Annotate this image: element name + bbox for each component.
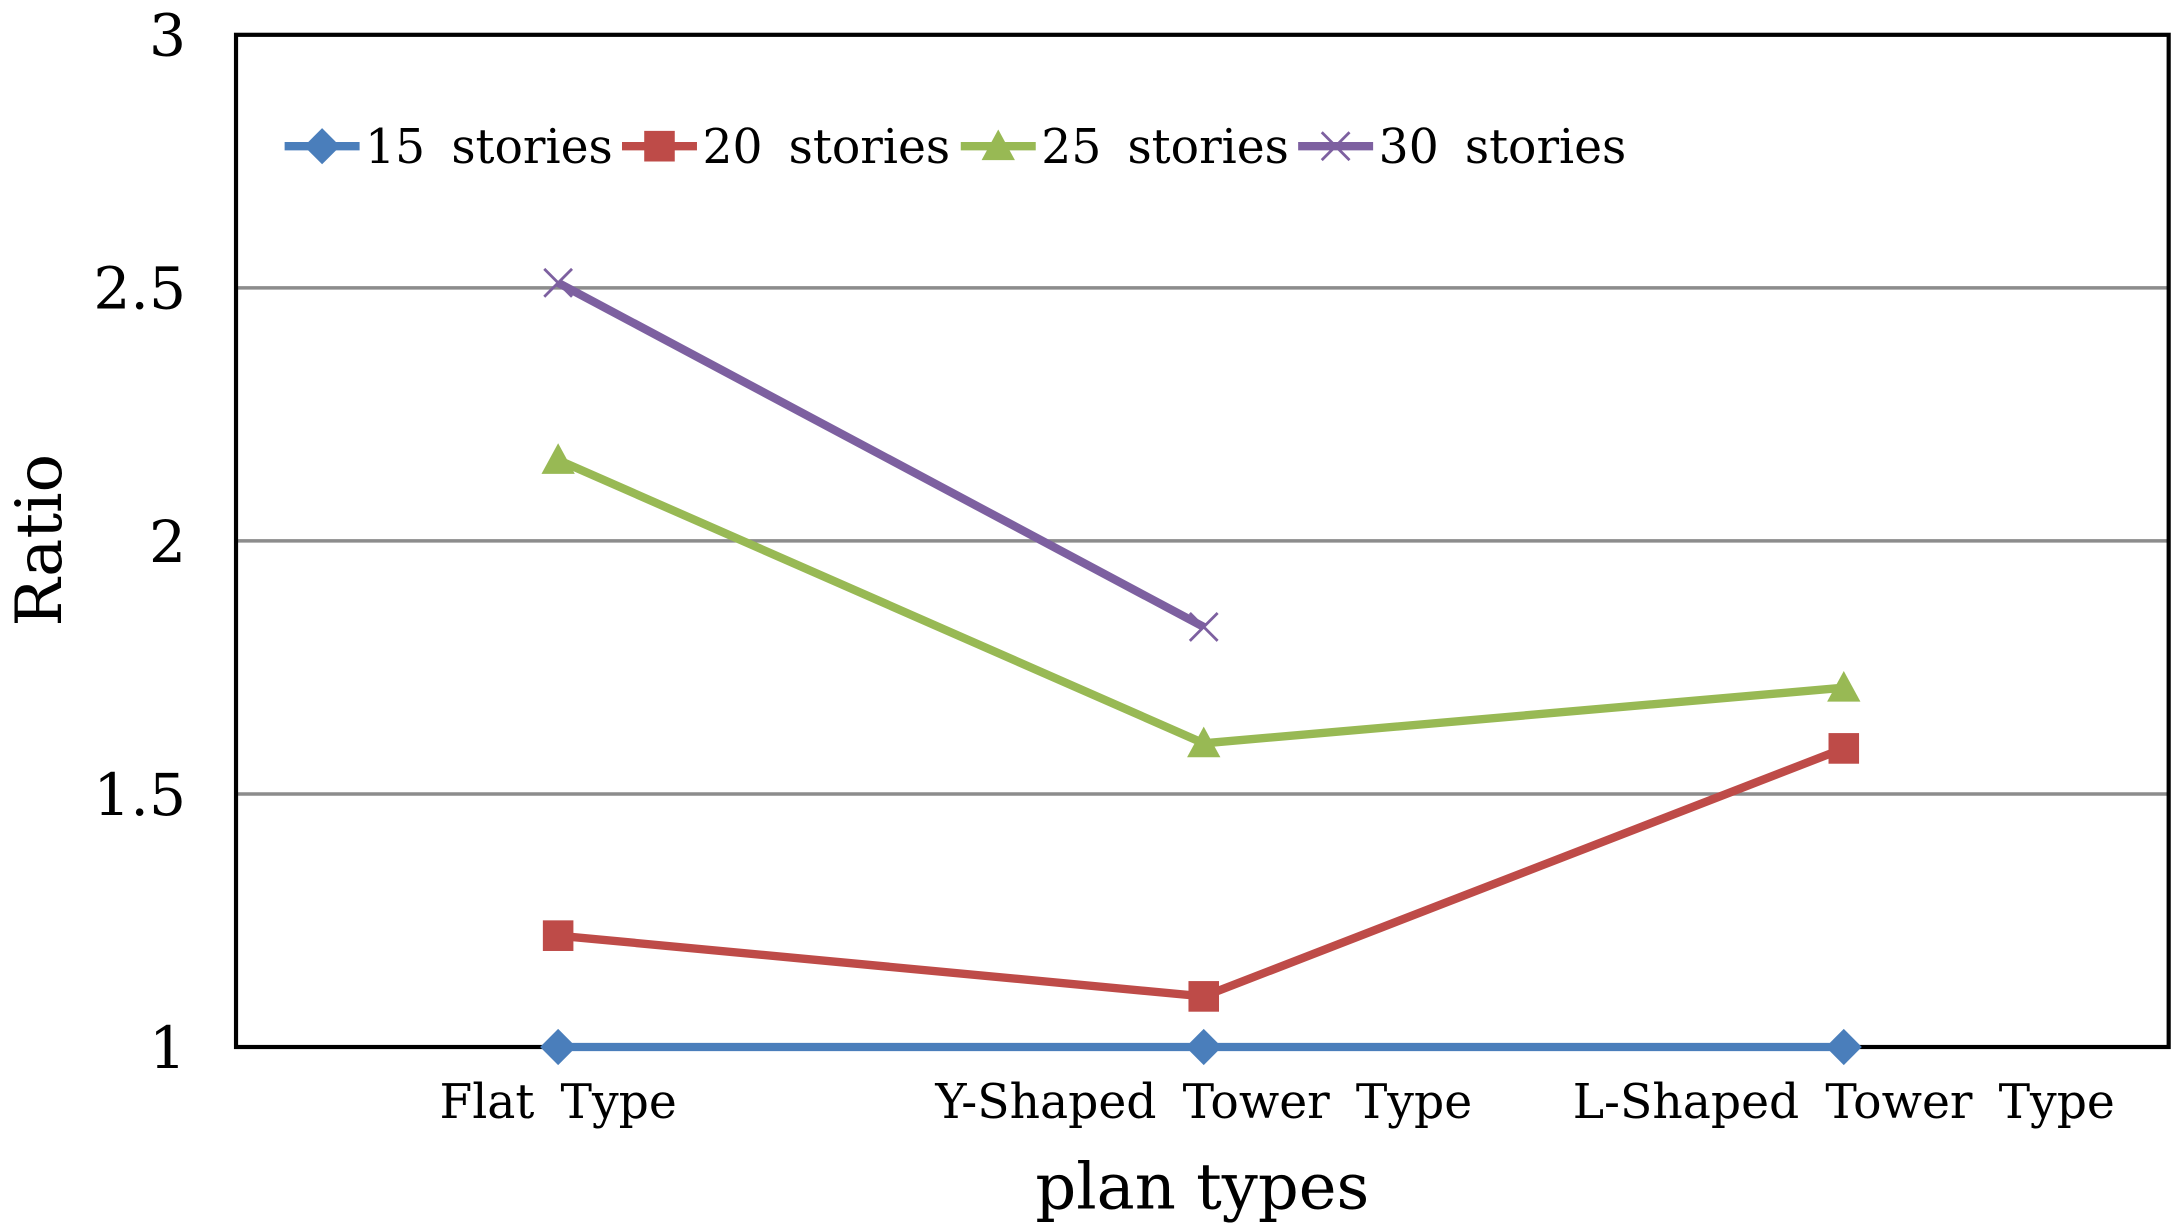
series-15-stories: [540, 1028, 1862, 1066]
legend: 15 stories 20 stories 25 stories 30 stories: [284, 120, 1626, 175]
x-tick-label: Y-Shaped Tower Type: [934, 1075, 1472, 1130]
series-20-stories: [542, 733, 1860, 1012]
series-line: [556, 456, 1845, 748]
square-marker: [1188, 981, 1220, 1012]
gridlines: [236, 286, 2169, 796]
legend-label: 15 stories: [365, 120, 613, 175]
square-marker: [644, 130, 675, 162]
legend-item: 30 stories: [1298, 120, 1626, 175]
x-axis-ticks: Flat Type Y-Shaped Tower Type L-Shaped Tow…: [439, 1075, 2114, 1130]
x-marker: [543, 267, 573, 298]
x-marker: [1320, 131, 1351, 162]
x-tick-label: L-Shaped Tower Type: [1573, 1075, 2115, 1130]
y-tick-label: 2: [149, 508, 186, 576]
y-tick-label: 2.5: [93, 255, 186, 323]
triangle-marker: [541, 443, 575, 474]
square-marker: [1828, 733, 1860, 764]
square-marker: [542, 920, 574, 951]
series-line: [557, 744, 1846, 1001]
diamond-marker: [304, 128, 341, 165]
x-marker: [1188, 612, 1219, 642]
diamond-marker: [1185, 1028, 1222, 1066]
y-tick-label: 1.5: [93, 761, 186, 829]
series-25-stories: [541, 443, 1861, 758]
legend-label: 30 stories: [1379, 120, 1627, 175]
x-tick-label: Flat Type: [439, 1075, 676, 1130]
diamond-marker: [540, 1028, 577, 1066]
x-axis-label: plan types: [1035, 1150, 1369, 1224]
series-30-stories: [543, 267, 1219, 642]
y-tick-label: 1: [149, 1014, 186, 1082]
legend-label: 20 stories: [703, 120, 951, 175]
y-axis-label: Ratio: [3, 454, 77, 627]
y-tick-label: 3: [149, 2, 186, 70]
legend-item: 15 stories: [284, 120, 613, 175]
series-line: [556, 279, 1206, 631]
legend-item: 25 stories: [960, 120, 1289, 175]
series-group: [540, 267, 1862, 1066]
triangle-marker: [1827, 670, 1861, 702]
triangle-marker: [1187, 726, 1221, 758]
triangle-marker: [981, 129, 1015, 161]
diamond-marker: [1825, 1028, 1862, 1066]
legend-item: 20 stories: [622, 120, 950, 175]
y-axis-ticks: 1 1.5 2 2.5 3: [93, 2, 186, 1082]
legend-label: 25 stories: [1041, 120, 1289, 175]
